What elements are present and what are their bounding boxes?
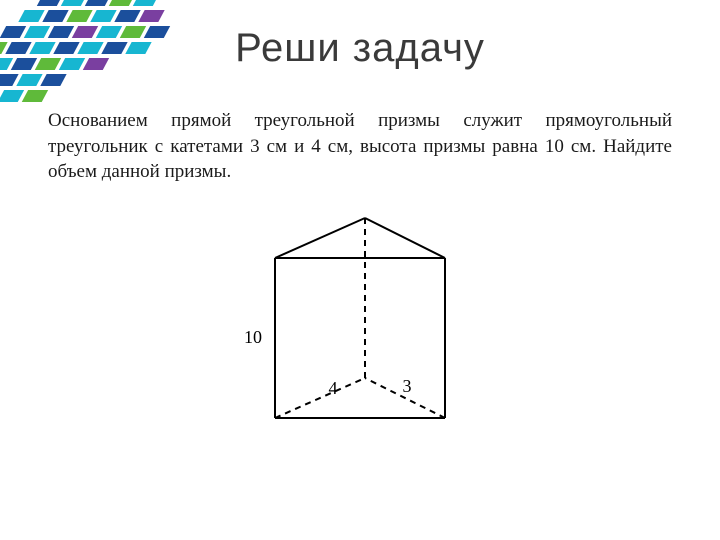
problem-statement: Основанием прямой треугольной призмы слу… <box>48 108 672 185</box>
prism-figure: 10 4 3 <box>0 188 720 453</box>
prism-svg: 10 4 3 <box>215 188 505 448</box>
slide-title: Реши задачу <box>0 26 720 71</box>
label-height: 10 <box>244 327 262 347</box>
label-leg-a: 4 <box>329 378 338 398</box>
label-leg-b: 3 <box>403 376 412 396</box>
